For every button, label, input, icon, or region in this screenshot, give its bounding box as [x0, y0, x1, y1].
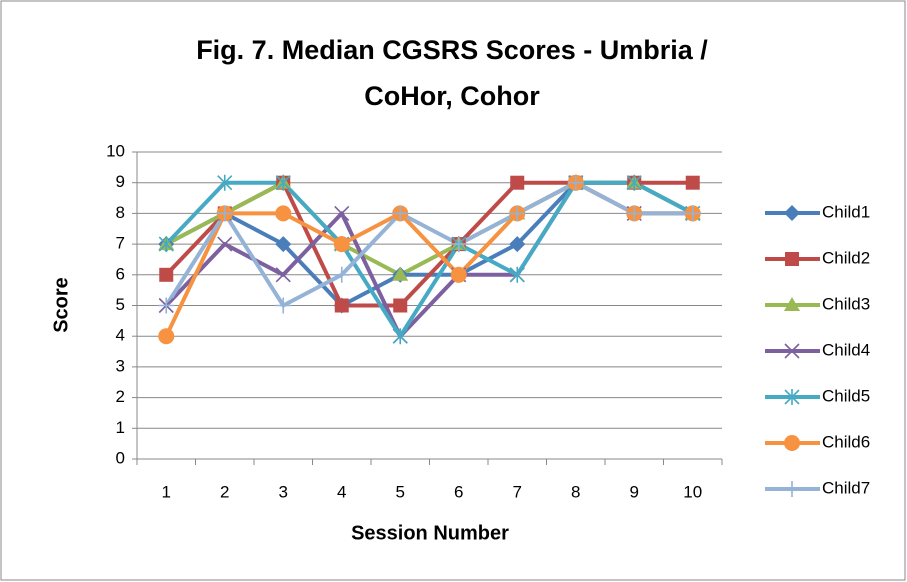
- marker: [626, 205, 643, 222]
- legend-label: Child6: [822, 432, 870, 451]
- marker: [393, 298, 408, 313]
- marker: [158, 328, 175, 345]
- marker: [509, 266, 525, 283]
- marker: [509, 236, 526, 253]
- marker: [158, 236, 174, 253]
- x-tick-label: 3: [279, 482, 288, 501]
- y-tick-label: 3: [116, 356, 125, 375]
- marker: [275, 297, 292, 314]
- legend-label: Child2: [822, 248, 870, 267]
- marker: [450, 236, 467, 253]
- x-tick-label: 2: [220, 482, 229, 501]
- marker: [685, 175, 700, 190]
- marker: [217, 174, 233, 191]
- y-tick-label: 8: [116, 203, 125, 222]
- x-tick-label: 5: [396, 482, 405, 501]
- marker: [784, 389, 800, 405]
- marker: [784, 481, 800, 497]
- marker: [392, 205, 409, 222]
- y-tick-label: 2: [116, 387, 125, 406]
- chart-title: CoHor, Cohor: [364, 81, 540, 111]
- marker: [510, 175, 525, 190]
- marker: [275, 205, 292, 222]
- legend-label: Child1: [822, 202, 870, 221]
- x-tick-label: 1: [162, 482, 171, 501]
- marker: [333, 236, 350, 253]
- marker: [216, 205, 233, 222]
- marker: [785, 252, 799, 266]
- y-tick-label: 0: [116, 448, 125, 467]
- marker: [784, 297, 800, 311]
- y-tick-label: 6: [116, 264, 125, 283]
- marker: [784, 435, 800, 451]
- marker: [158, 297, 175, 314]
- marker: [275, 267, 291, 283]
- marker: [159, 267, 174, 282]
- series-line: [164, 180, 694, 339]
- marker: [567, 174, 584, 191]
- marker: [450, 266, 467, 283]
- x-tick-label: 8: [571, 482, 580, 501]
- y-tick-label: 1: [116, 418, 125, 437]
- y-tick-label: 9: [116, 172, 125, 191]
- marker: [392, 266, 409, 281]
- marker: [626, 174, 642, 191]
- marker: [334, 205, 350, 221]
- marker: [784, 205, 800, 221]
- marker: [275, 174, 291, 191]
- marker: [392, 328, 408, 345]
- legend-label: Child5: [822, 386, 870, 405]
- x-tick-label: 6: [454, 482, 463, 501]
- y-tick-label: 5: [116, 295, 125, 314]
- marker: [509, 205, 526, 222]
- y-tick-label: 7: [116, 234, 125, 253]
- marker: [334, 298, 349, 313]
- y-axis-title: Score: [50, 277, 72, 333]
- series-line: [164, 180, 693, 308]
- legend-label: Child4: [822, 340, 870, 359]
- marker: [275, 236, 292, 253]
- x-tick-label: 4: [337, 482, 346, 501]
- x-tick-label: 7: [513, 482, 522, 501]
- legend-label: Child3: [822, 294, 870, 313]
- marker: [684, 205, 701, 222]
- legend-label: Child7: [822, 478, 870, 497]
- y-tick-label: 4: [116, 326, 125, 345]
- marker: [217, 236, 233, 252]
- marker: [784, 343, 800, 359]
- x-tick-label: 9: [630, 482, 639, 501]
- x-axis-title: Session Number: [351, 522, 509, 544]
- y-tick-label: 10: [106, 141, 125, 160]
- x-tick-label: 10: [683, 482, 702, 501]
- chart-title: Fig. 7. Median CGSRS Scores - Umbria /: [196, 35, 708, 65]
- marker: [333, 266, 350, 283]
